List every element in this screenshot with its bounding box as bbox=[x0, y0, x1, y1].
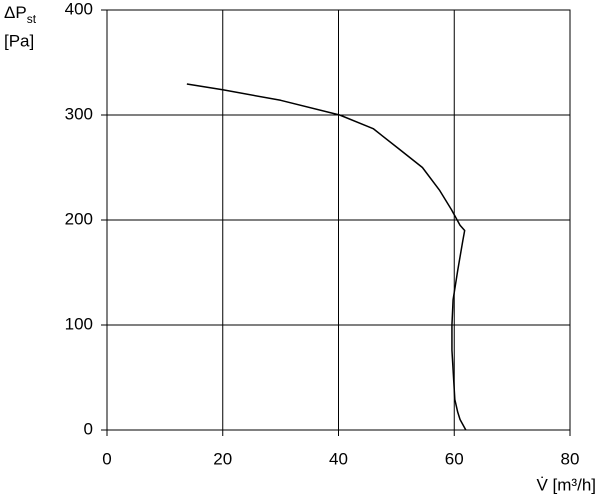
y-tick-label: 300 bbox=[65, 104, 93, 123]
y-tick-label: 0 bbox=[84, 419, 93, 438]
y-axis-label-sub: st bbox=[27, 12, 37, 26]
x-tick-label: 80 bbox=[561, 449, 580, 468]
y-axis-unit: [Pa] bbox=[4, 31, 34, 50]
y-axis-label-main: ΔP bbox=[4, 3, 27, 22]
y-tick-label: 100 bbox=[65, 314, 93, 333]
x-tick-label: 20 bbox=[213, 449, 232, 468]
y-tick-label: 200 bbox=[65, 209, 93, 228]
x-axis-label: V̇ [m³/h] bbox=[536, 475, 596, 494]
x-tick-label: 60 bbox=[445, 449, 464, 468]
y-tick-label: 400 bbox=[65, 0, 93, 18]
curve bbox=[186, 83, 467, 431]
y-axis-label: ΔPst bbox=[4, 3, 37, 26]
x-tick-label: 0 bbox=[102, 449, 111, 468]
x-tick-label: 40 bbox=[329, 449, 348, 468]
